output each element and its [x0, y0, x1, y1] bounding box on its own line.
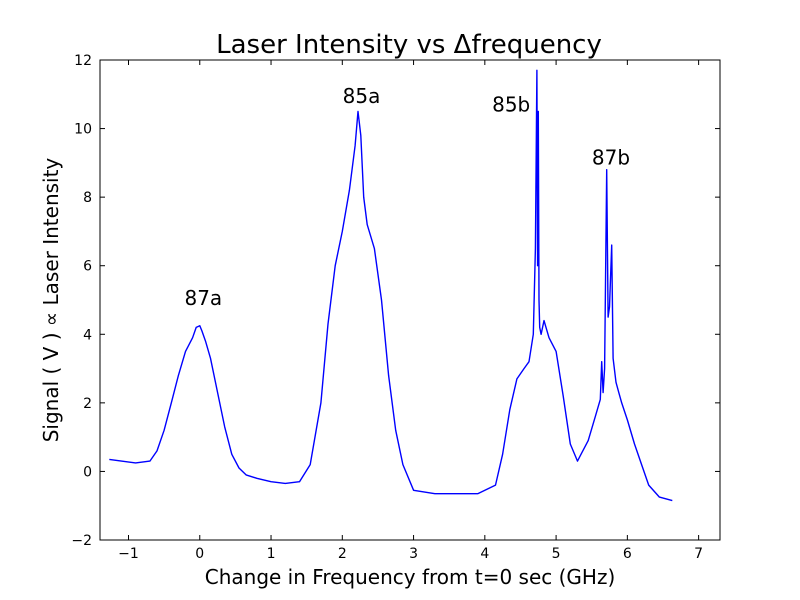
- annotation-layer: 87a 85a 85b 87b: [184, 84, 630, 310]
- x-tick-label: 2: [338, 546, 347, 562]
- y-tick-label: −2: [71, 533, 92, 549]
- y-tick-label: 2: [83, 396, 92, 412]
- y-tick-label: 6: [83, 259, 92, 275]
- y-tick-label: 4: [83, 327, 92, 343]
- x-tick-label: 4: [480, 546, 489, 562]
- x-tick-label: 6: [623, 546, 632, 562]
- x-tick-label: 3: [409, 546, 418, 562]
- peak-annotation: 87b: [592, 146, 630, 170]
- plot-area: [99, 59, 721, 541]
- x-tick-label: 1: [267, 546, 276, 562]
- x-tick-label: 5: [552, 546, 561, 562]
- x-tick-label: 7: [694, 546, 703, 562]
- peak-annotation: 85a: [343, 84, 381, 108]
- y-tick-label: 12: [74, 53, 92, 69]
- peak-annotation: 85b: [492, 92, 530, 116]
- x-axis-label: Change in Frequency from t=0 sec (GHz): [205, 565, 616, 589]
- chart-title: Laser Intensity vs Δfrequency: [216, 30, 602, 60]
- y-tick-label: 8: [83, 190, 92, 206]
- series-layer: [109, 69, 673, 502]
- x-axis-ticks: −1 0 1 2 3 4 5 6 7: [118, 60, 703, 562]
- x-tick-label: 0: [195, 546, 204, 562]
- peak-annotation: 87a: [184, 286, 222, 310]
- x-tick-label: −1: [118, 546, 139, 562]
- plot-frame: [99, 59, 721, 541]
- y-axis-ticks: −2 0 2 4 6 8 10 12: [71, 53, 720, 549]
- series-line-0: [109, 69, 673, 502]
- y-tick-label: 10: [74, 122, 92, 138]
- y-axis-label: Signal ( V ) ∝ Laser Intensity: [39, 158, 63, 443]
- y-tick-label: 0: [83, 464, 92, 480]
